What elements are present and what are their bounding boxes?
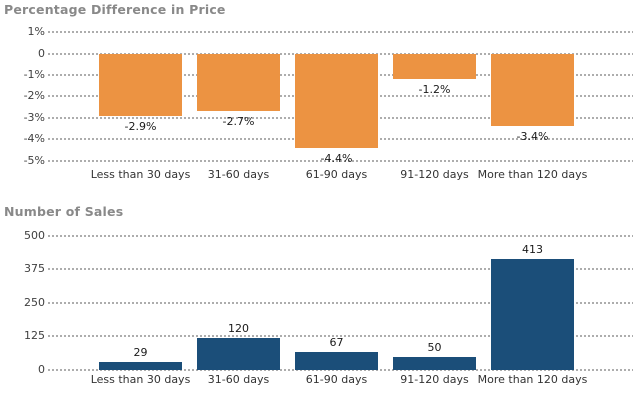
y-axis-tick-label: 125: [24, 329, 45, 343]
bar-31-60-days: [197, 53, 280, 112]
value-label: -1.2%: [418, 83, 451, 97]
category-label-less-than-30-days: Less than 30 days: [90, 168, 191, 181]
chart-title: Number of Sales: [4, 204, 124, 219]
gridline: [48, 301, 633, 304]
chart-percentage-difference-in-price: Percentage Difference in Price 1% 0 -1% -2%…: [4, 2, 633, 181]
gridline: [48, 369, 633, 371]
y-axis-tick-label: -3%: [23, 110, 45, 124]
category-label-31-60-days: 31-60 days: [207, 168, 270, 181]
value-label: 413: [522, 242, 543, 256]
y-axis-tick-label: 0: [38, 363, 45, 376]
y-axis-tick-label: -1%: [23, 67, 45, 81]
plot-area: 1% 0 -1% -2% -3% -4% -5% -2.9% Less than 30 days…: [23, 25, 633, 181]
bar-61-90-days: [295, 351, 378, 370]
chart-number-of-sales: Number of Sales 500 375 250 125 0 29 Less than…: [0, 200, 633, 400]
category-label-more-than-120-days: More than 120 days: [477, 373, 588, 386]
value-label: -2.9%: [124, 119, 157, 133]
value-label: 120: [228, 321, 249, 335]
y-axis-tick-label: 375: [24, 262, 45, 276]
y-axis-tick-label: -2%: [23, 89, 45, 103]
y-axis-tick-label: 500: [24, 228, 45, 242]
gridline: [48, 234, 633, 237]
category-label-less-than-30-days: Less than 30 days: [90, 373, 191, 386]
bar-91-120-days: [393, 53, 476, 80]
bar-less-than-30-days: [99, 53, 182, 116]
bar-less-than-30-days: [99, 362, 182, 370]
value-label: -3.4%: [516, 130, 549, 144]
bar-more-than-120-days: [491, 258, 574, 370]
bar-more-than-120-days: [491, 53, 574, 127]
gridline: [48, 268, 633, 271]
category-label-91-120-days: 91-120 days: [400, 168, 469, 181]
y-axis-tick-label: 0: [38, 46, 45, 60]
bar-91-120-days: [393, 356, 476, 370]
bar-31-60-days: [197, 337, 280, 370]
value-label: -4.4%: [320, 151, 353, 165]
category-label-61-90-days: 61-90 days: [305, 168, 368, 181]
gridline: [48, 335, 633, 338]
y-axis-tick-label: 250: [24, 295, 45, 309]
value-label: 67: [329, 335, 344, 349]
category-label-91-120-days: 91-120 days: [400, 373, 469, 386]
chart-title: Percentage Difference in Price: [4, 2, 226, 17]
bar-61-90-days: [295, 53, 378, 148]
gridline: [48, 159, 633, 162]
value-label: 29: [133, 346, 148, 360]
y-axis-tick-label: -5%: [23, 153, 45, 167]
category-label-more-than-120-days: More than 120 days: [477, 168, 588, 181]
y-axis-tick-label: -4%: [23, 132, 45, 146]
plot-area: 500 375 250 125 0 29 Less than 30 days 120 31-60…: [0, 200, 633, 400]
value-label: -2.7%: [222, 115, 255, 129]
value-label: 50: [427, 340, 442, 354]
category-label-31-60-days: 31-60 days: [207, 373, 270, 386]
gridline: [48, 31, 633, 34]
category-label-61-90-days: 61-90 days: [305, 373, 368, 386]
y-axis-tick-label: 1%: [27, 25, 45, 39]
